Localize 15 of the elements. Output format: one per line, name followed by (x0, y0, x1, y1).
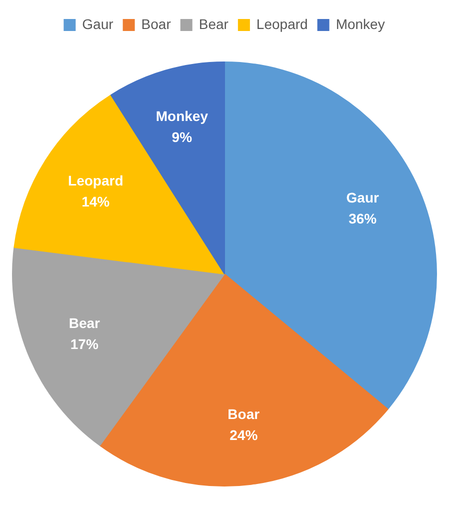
legend-label: Boar (141, 16, 172, 32)
data-label: 17% (70, 336, 99, 352)
slice-label: Bear (68, 314, 101, 331)
legend-label: Bear (198, 16, 229, 32)
data-label: 9% (172, 128, 193, 145)
data-label: 24% (230, 426, 258, 443)
data-label: 14% (82, 194, 110, 210)
slice-label: Gaur (346, 189, 380, 206)
legend-label: Leopard (256, 16, 308, 32)
data-label: 36% (348, 210, 378, 226)
legend-label: Monkey (336, 16, 385, 32)
slice-label: Monkey (156, 108, 208, 124)
legend-label: Gaur (82, 16, 114, 32)
slice-label: Leopard (68, 172, 124, 189)
slice-label: Boar (228, 406, 260, 422)
